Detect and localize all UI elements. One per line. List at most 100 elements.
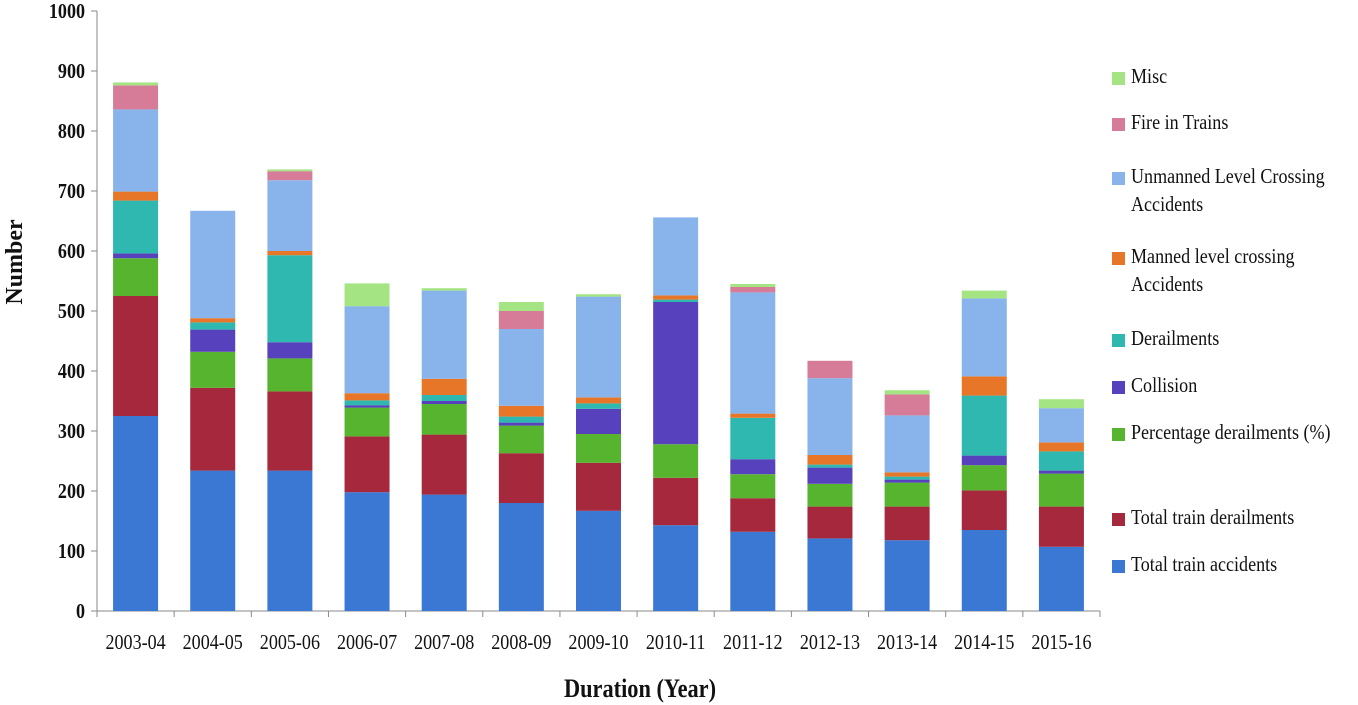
bar-segment <box>498 453 544 503</box>
bar-segment <box>498 329 544 406</box>
bar-segment <box>807 378 853 455</box>
x-tick-label: 2006-07 <box>337 632 397 655</box>
bar-segment <box>653 302 699 445</box>
y-tick-label: 700 <box>58 181 85 204</box>
bar-segment <box>807 360 853 379</box>
x-tick-label: 2005-06 <box>260 632 320 655</box>
bar-segment <box>498 302 544 311</box>
bar-segment <box>807 455 853 465</box>
legend-label: Unmanned Level Crossing Accidents <box>1131 164 1325 216</box>
y-tick-label: 500 <box>58 301 85 324</box>
bar-segment <box>730 284 776 287</box>
bar-stack <box>807 360 853 611</box>
x-tick-label: 2014-15 <box>954 632 1014 655</box>
bar-segment <box>1038 451 1084 471</box>
bar-segment <box>421 404 467 435</box>
bar-segment <box>576 296 621 398</box>
legend-swatch <box>1112 513 1125 526</box>
legend-label: Misc <box>1131 64 1168 88</box>
bar-segment <box>267 180 313 251</box>
bar-segment <box>576 397 621 404</box>
bar-segment <box>961 455 1007 466</box>
bar-segment <box>1038 399 1084 409</box>
legend-swatch <box>1112 428 1125 441</box>
bar-segment <box>344 306 390 394</box>
bar-segment <box>884 479 930 483</box>
y-tick-label: 600 <box>58 241 85 264</box>
bar-segment <box>344 407 390 437</box>
bar-segment <box>1038 546 1084 611</box>
legend-label: Collision <box>1131 373 1198 397</box>
bar-segment <box>730 417 776 460</box>
bar-segment <box>190 318 236 323</box>
bar-segment <box>344 283 390 307</box>
legend-swatch <box>1112 252 1125 265</box>
bar-stack <box>344 283 390 611</box>
bar-stack <box>1038 399 1084 611</box>
bar-segment <box>113 191 159 201</box>
bar-segment <box>421 401 467 404</box>
bar-segment <box>884 390 930 395</box>
bar-stack <box>498 302 544 611</box>
bar-segment <box>884 476 930 480</box>
bar-stack <box>884 390 930 611</box>
bars <box>113 82 1084 611</box>
bar-segment <box>267 169 313 172</box>
y-tick-label: 300 <box>58 421 85 444</box>
bar-stack <box>190 210 236 611</box>
bar-segment <box>884 506 930 541</box>
bar-segment <box>113 416 159 611</box>
bar-segment <box>576 403 621 409</box>
bar-segment <box>190 322 236 330</box>
bar-segment <box>653 525 699 611</box>
bar-segment <box>267 358 313 392</box>
bar-segment <box>421 434 467 495</box>
x-axis-title: Duration (Year) <box>564 674 716 703</box>
bar-segment <box>653 217 699 296</box>
legend-swatch <box>1112 334 1125 347</box>
y-tick-label: 900 <box>58 61 85 84</box>
bar-segment <box>344 405 390 408</box>
bar-segment <box>113 200 159 254</box>
bar-stack <box>730 284 776 611</box>
bar-segment <box>961 290 1007 299</box>
x-tick-label: 2009-10 <box>568 632 628 655</box>
y-tick-label: 1000 <box>49 1 85 24</box>
bar-segment <box>730 459 776 475</box>
bar-segment <box>113 258 159 296</box>
bar-segment <box>498 503 544 611</box>
bar-segment <box>576 462 621 511</box>
bar-segment <box>267 342 313 359</box>
x-tick-label: 2003-04 <box>105 632 165 655</box>
bar-segment <box>653 477 699 526</box>
bar-segment <box>730 474 776 499</box>
bar-segment <box>884 415 930 473</box>
bar-segment <box>267 255 313 343</box>
bar-segment <box>653 295 699 300</box>
bar-segment <box>884 540 930 611</box>
bar-segment <box>498 425 544 454</box>
legend-label: Manned level crossing Accidents <box>1131 244 1295 296</box>
legend-swatch <box>1112 560 1125 573</box>
bar-segment <box>576 434 621 463</box>
legend-label: Total train accidents <box>1131 552 1278 576</box>
legend-label: Derailments <box>1131 326 1220 350</box>
bar-segment <box>653 299 699 302</box>
bar-segment <box>961 376 1007 396</box>
bar-segment <box>884 482 930 507</box>
bar-segment <box>344 492 390 611</box>
bar-segment <box>1038 506 1084 547</box>
bar-segment <box>961 490 1007 530</box>
x-tick-label: 2015-16 <box>1031 632 1091 655</box>
bar-segment <box>113 85 159 110</box>
bar-segment <box>884 394 930 416</box>
bar-segment <box>961 530 1007 611</box>
bar-segment <box>807 464 853 468</box>
bar-segment <box>113 296 159 416</box>
x-tick-label: 2010-11 <box>646 632 706 655</box>
x-tick-label: 2012-13 <box>800 632 860 655</box>
bar-segment <box>344 400 390 406</box>
bar-segment <box>421 395 467 401</box>
bar-segment <box>1038 442 1084 452</box>
bar-segment <box>807 538 853 611</box>
